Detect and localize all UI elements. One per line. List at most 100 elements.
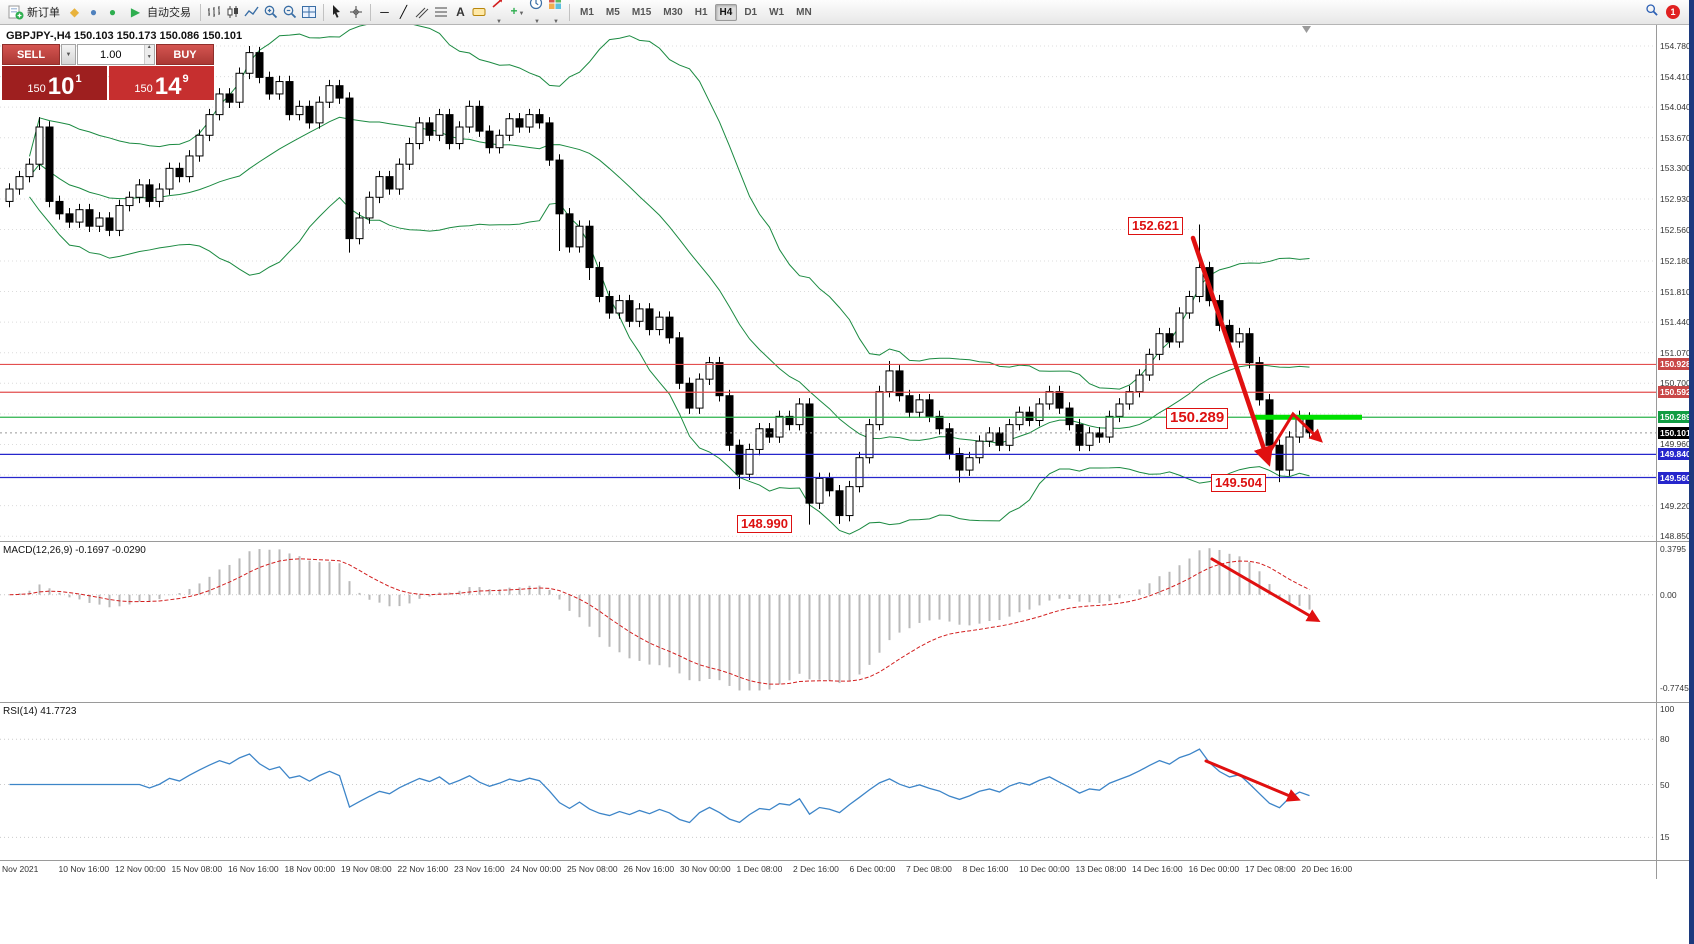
candle-body <box>1215 300 1224 326</box>
price-chart[interactable] <box>0 25 1656 541</box>
candle-body <box>105 217 114 231</box>
timeframe-h4[interactable]: H4 <box>714 3 738 21</box>
candle-body <box>175 167 184 178</box>
macd-axis-label: 0.00 <box>1660 589 1677 600</box>
candle-body <box>675 337 684 384</box>
candle-body <box>35 126 44 165</box>
macd-panel[interactable] <box>0 541 1656 702</box>
chevron-down-icon: ▼ <box>534 18 540 25</box>
zoom-in-icon[interactable] <box>263 4 280 20</box>
zoom-out-icon[interactable] <box>282 4 299 20</box>
line-chart-icon[interactable] <box>244 4 261 20</box>
price-axis[interactable]: 154.780 154.410 154.040 153.670 153.300 152.9… <box>1657 25 1693 542</box>
equidistant-channel-icon[interactable] <box>414 4 431 20</box>
candle-body <box>275 81 284 95</box>
arrow-tools-icon[interactable]: ▼ <box>490 0 507 30</box>
fibonacci-icon[interactable] <box>433 4 450 20</box>
terminal-icon[interactable]: ● <box>108 5 117 19</box>
candle-body <box>255 52 264 78</box>
candle-body <box>215 93 224 116</box>
candle-body <box>455 126 464 145</box>
volume-dropdown[interactable]: ▼ <box>61 44 76 65</box>
buy-price-display[interactable]: 150 14 9 <box>109 66 214 100</box>
candle-body <box>375 176 384 198</box>
timeframe-w1[interactable]: W1 <box>769 6 785 18</box>
candle-body <box>875 391 884 426</box>
time-tick: 17 Dec 08:00 <box>1245 864 1296 874</box>
bar-chart-icon[interactable] <box>206 4 223 20</box>
buy-button[interactable]: BUY <box>156 44 214 65</box>
timeframe-m1[interactable]: M1 <box>580 6 594 18</box>
search-icon[interactable] <box>1645 3 1659 22</box>
time-axis[interactable]: Nov 2021 10 Nov 16:00 12 Nov 00:00 15 Nov 0… <box>0 861 1656 879</box>
candle-body <box>1185 295 1194 314</box>
price-tick: 154.410 <box>1660 71 1691 82</box>
autotrading-button[interactable]: ▶ 自动交易 <box>123 3 195 21</box>
new-order-icon <box>8 5 24 20</box>
toolbar-separator <box>323 3 324 21</box>
candle-body <box>1105 415 1114 438</box>
time-tick: 19 Nov 08:00 <box>341 864 392 874</box>
rsi-axis[interactable]: 100 80 50 15 <box>1657 702 1690 860</box>
candle-body <box>595 267 604 297</box>
periods-icon[interactable]: ▼ <box>528 0 545 30</box>
candle-body <box>695 378 704 409</box>
new-order-button[interactable]: 新订单 <box>4 3 64 21</box>
crosshair-icon[interactable] <box>348 4 365 20</box>
axis-border <box>1656 25 1657 879</box>
timeframe-mn[interactable]: MN <box>796 6 812 18</box>
sell-button[interactable]: SELL <box>2 44 60 65</box>
candle-body <box>15 176 24 190</box>
time-tick: 18 Nov 00:00 <box>284 864 336 874</box>
timeframe-m15[interactable]: M15 <box>631 6 652 18</box>
candle-body <box>1025 411 1034 421</box>
macd-axis-label: 0.3795 <box>1660 544 1686 554</box>
candle-body <box>75 209 84 223</box>
notification-badge[interactable]: 1 <box>1666 5 1680 19</box>
candle-body <box>825 477 834 492</box>
candle-body <box>95 217 104 227</box>
volume-input[interactable] <box>78 45 144 64</box>
template-icon[interactable]: ▼ <box>547 0 564 30</box>
price-tick: 148.850 <box>1660 531 1691 542</box>
label-icon[interactable] <box>471 4 488 20</box>
candle-body <box>815 477 824 504</box>
timeframe-h1[interactable]: H1 <box>694 6 708 18</box>
autotrading-label: 自动交易 <box>147 7 191 19</box>
bollinger-lower-band <box>29 196 1310 535</box>
candle-body <box>795 403 804 426</box>
timeframe-m30[interactable]: M30 <box>663 6 683 18</box>
indicators-icon[interactable]: +▼ <box>510 3 525 18</box>
candle-body <box>645 308 654 331</box>
candle-body <box>1155 333 1164 355</box>
panel-separator[interactable] <box>0 541 1690 542</box>
macd-axis[interactable]: 0.3795 0.00 -0.7745 <box>1657 541 1690 702</box>
candle-body <box>145 184 154 202</box>
horizontal-line-icon[interactable]: ─ <box>380 5 389 19</box>
buy-price-big: 14 <box>154 73 182 100</box>
candlestick-chart-icon[interactable] <box>225 4 242 20</box>
sell-price-display[interactable]: 150 10 1 <box>2 66 107 100</box>
candle-body <box>505 118 514 136</box>
candle-body <box>735 444 744 475</box>
volume-stepper[interactable]: ▲ ▼ <box>143 45 154 64</box>
text-tool-icon[interactable]: A <box>456 5 465 19</box>
candle-body <box>135 184 144 198</box>
candle-body <box>975 440 984 459</box>
price-tick: 150.700 <box>1660 378 1691 389</box>
autotrading-icon: ▶ <box>130 5 141 19</box>
market-watch-icon[interactable]: ◆ <box>69 5 80 19</box>
time-tick: 14 Dec 16:00 <box>1132 864 1183 874</box>
price-tick: 152.560 <box>1660 224 1691 235</box>
timeframe-m5[interactable]: M5 <box>605 6 620 18</box>
trendline-icon[interactable]: ╱ <box>399 5 408 19</box>
chart-shift-marker[interactable] <box>1302 26 1311 33</box>
tile-windows-icon[interactable] <box>301 4 318 20</box>
cursor-icon[interactable] <box>329 4 346 20</box>
panel-separator[interactable] <box>0 702 1690 703</box>
candle-body <box>925 399 934 417</box>
timeframe-d1[interactable]: D1 <box>744 6 758 18</box>
rsi-panel[interactable] <box>0 702 1656 860</box>
navigator-icon[interactable]: ● <box>89 5 98 19</box>
